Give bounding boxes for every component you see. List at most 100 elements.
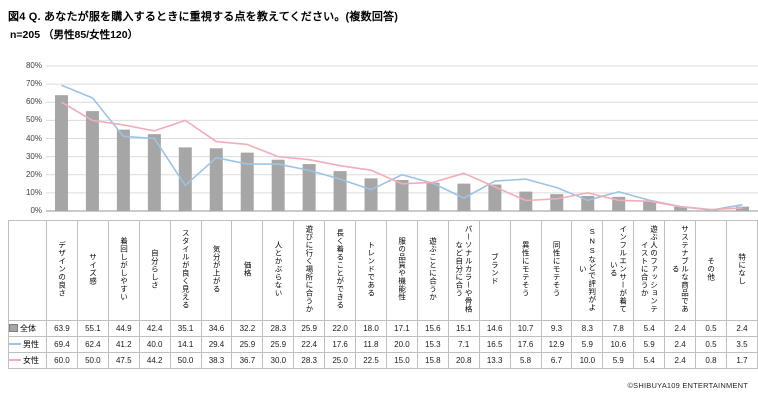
value-cell: 42.4 — [138, 320, 171, 337]
value-cell: 28.3 — [293, 352, 326, 369]
value-cell: 16.5 — [478, 336, 511, 353]
value-cell: 28.3 — [262, 320, 295, 337]
value-cell: 40.0 — [138, 336, 171, 353]
value-cell: 44.2 — [138, 352, 171, 369]
value-cell: 5.9 — [602, 352, 635, 369]
category-label-text: 同性にモテそう — [552, 241, 562, 297]
value-cell: 29.4 — [200, 336, 233, 353]
category-label: 遊ぶことに合うか — [416, 220, 449, 321]
value-cell: 6.7 — [540, 352, 573, 369]
value-cell: 5.4 — [633, 352, 666, 369]
value-cell: 55.1 — [76, 320, 109, 337]
legend-item: 全体 — [8, 320, 47, 337]
value-cell: 17.6 — [509, 336, 542, 353]
y-tick-label: 30% — [25, 151, 42, 161]
value-cell: 15.6 — [416, 320, 449, 337]
category-label: 遊ぶ人のファッションテイストに合うか — [633, 220, 666, 321]
chart-svg — [46, 65, 758, 212]
value-cell: 63.9 — [46, 320, 78, 337]
value-cell: 17.6 — [324, 336, 357, 353]
value-cell: 32.2 — [231, 320, 264, 337]
y-tick-label: 10% — [25, 187, 42, 197]
value-cell: 25.9 — [231, 336, 264, 353]
bar-segment — [302, 164, 316, 211]
value-cell: 2.4 — [664, 352, 697, 369]
value-cell: 13.3 — [478, 352, 511, 369]
value-cell: 5.8 — [509, 352, 542, 369]
y-tick-label: 50% — [25, 115, 42, 125]
value-cell: 22.5 — [355, 352, 387, 369]
category-label: 異性にモテそう — [509, 220, 542, 321]
value-cell: 18.0 — [355, 320, 387, 337]
legend-line-swatch-icon — [9, 343, 21, 345]
category-label-text: 価格 — [243, 261, 253, 277]
category-label-text: 異性にモテそう — [521, 241, 531, 297]
bar-segment — [147, 134, 161, 211]
value-cell: 20.0 — [385, 336, 418, 353]
category-label-text: サステナブルな商品である — [671, 225, 690, 313]
value-cell: 22.4 — [293, 336, 326, 353]
value-cell: 10.0 — [571, 352, 604, 369]
bar-segment — [271, 159, 285, 211]
category-label: サステナブルな商品である — [664, 220, 697, 321]
category-label: デザインの良さ — [46, 220, 78, 321]
bar-segment — [240, 152, 254, 211]
y-tick-label: 70% — [25, 79, 42, 89]
category-label-text: スタイルが良く見える — [181, 229, 191, 309]
table-row: 男性 69.4 62.4 41.2 40.0 14.1 29.4 25.9 25.9 22.4 17… — [8, 336, 758, 353]
value-cell: 15.1 — [447, 320, 480, 337]
y-tick-label: 80% — [25, 61, 42, 70]
value-cell: 47.5 — [107, 352, 140, 369]
value-cell: 15.8 — [416, 352, 449, 369]
category-label-text: 特になし — [737, 253, 747, 285]
bar-segment — [643, 201, 657, 211]
y-tick-label: 20% — [25, 169, 42, 179]
value-cell: 8.3 — [571, 320, 604, 337]
y-axis: 0% 10% 20% 30% 40% 50% 60% 70% 80% — [8, 61, 46, 215]
value-cell: 0.5 — [695, 336, 727, 353]
y-tick-label: 60% — [25, 97, 42, 107]
y-tick-label: 40% — [25, 133, 42, 143]
value-cell: 69.4 — [46, 336, 78, 353]
value-cell: 25.0 — [324, 352, 357, 369]
category-label-text: パーソナルカラーや骨格など自分に合う — [454, 225, 474, 313]
bar-segment — [426, 182, 440, 211]
category-label-text: 自分らしさ — [150, 249, 160, 289]
chart-title: 図4 Q. あなたが服を購入するときに重視する点を教えてください。(複数回答) — [8, 11, 399, 23]
legend-label: 男性 — [23, 340, 39, 349]
category-label-text: SNSなどで評判がよい — [578, 226, 597, 312]
value-cell: 11.8 — [355, 336, 387, 353]
category-label: 自分らしさ — [138, 220, 171, 321]
value-cell: 41.2 — [107, 336, 140, 353]
sample-size-subtitle: n=205 （男性85/女性120） — [10, 29, 139, 41]
category-label: 長く着ることができる — [324, 220, 357, 321]
bar-segment — [333, 171, 347, 212]
bar-segment — [209, 148, 223, 211]
value-cell: 10.7 — [509, 320, 542, 337]
category-label: 着回しがしやすい — [107, 220, 140, 321]
data-table: デザインの良さ サイズ感 着回しがしやすい 自分らしさ スタイルが良く見える 気分が上がる… — [8, 220, 758, 369]
legend-label: 全体 — [20, 324, 36, 333]
bar-segment — [116, 129, 130, 211]
value-cell: 50.0 — [76, 352, 109, 369]
value-cell: 10.6 — [602, 336, 635, 353]
value-cell: 15.0 — [385, 352, 418, 369]
value-cell: 9.3 — [540, 320, 573, 337]
category-label-text: サイズ感 — [88, 253, 98, 285]
bar-segment — [364, 178, 378, 212]
category-label-text: 遊びに行く場所に合うか — [304, 225, 314, 313]
category-label-text: トレンドである — [366, 241, 376, 297]
category-label: SNSなどで評判がよい — [571, 220, 604, 321]
category-label-text: 遊ぶ人のファッションテイストに合うか — [640, 225, 659, 313]
value-cell: 22.0 — [324, 320, 357, 337]
value-cell: 2.4 — [725, 320, 758, 337]
category-label: 価格 — [231, 220, 264, 321]
category-label-text: その他 — [706, 257, 716, 281]
value-cell: 44.9 — [107, 320, 140, 337]
value-cell: 14.6 — [478, 320, 511, 337]
value-cell: 1.7 — [725, 352, 758, 369]
bar-segment — [736, 206, 750, 211]
category-label-text: デザインの良さ — [57, 241, 67, 297]
bar-segment — [54, 95, 68, 211]
category-label: その他 — [695, 220, 727, 321]
